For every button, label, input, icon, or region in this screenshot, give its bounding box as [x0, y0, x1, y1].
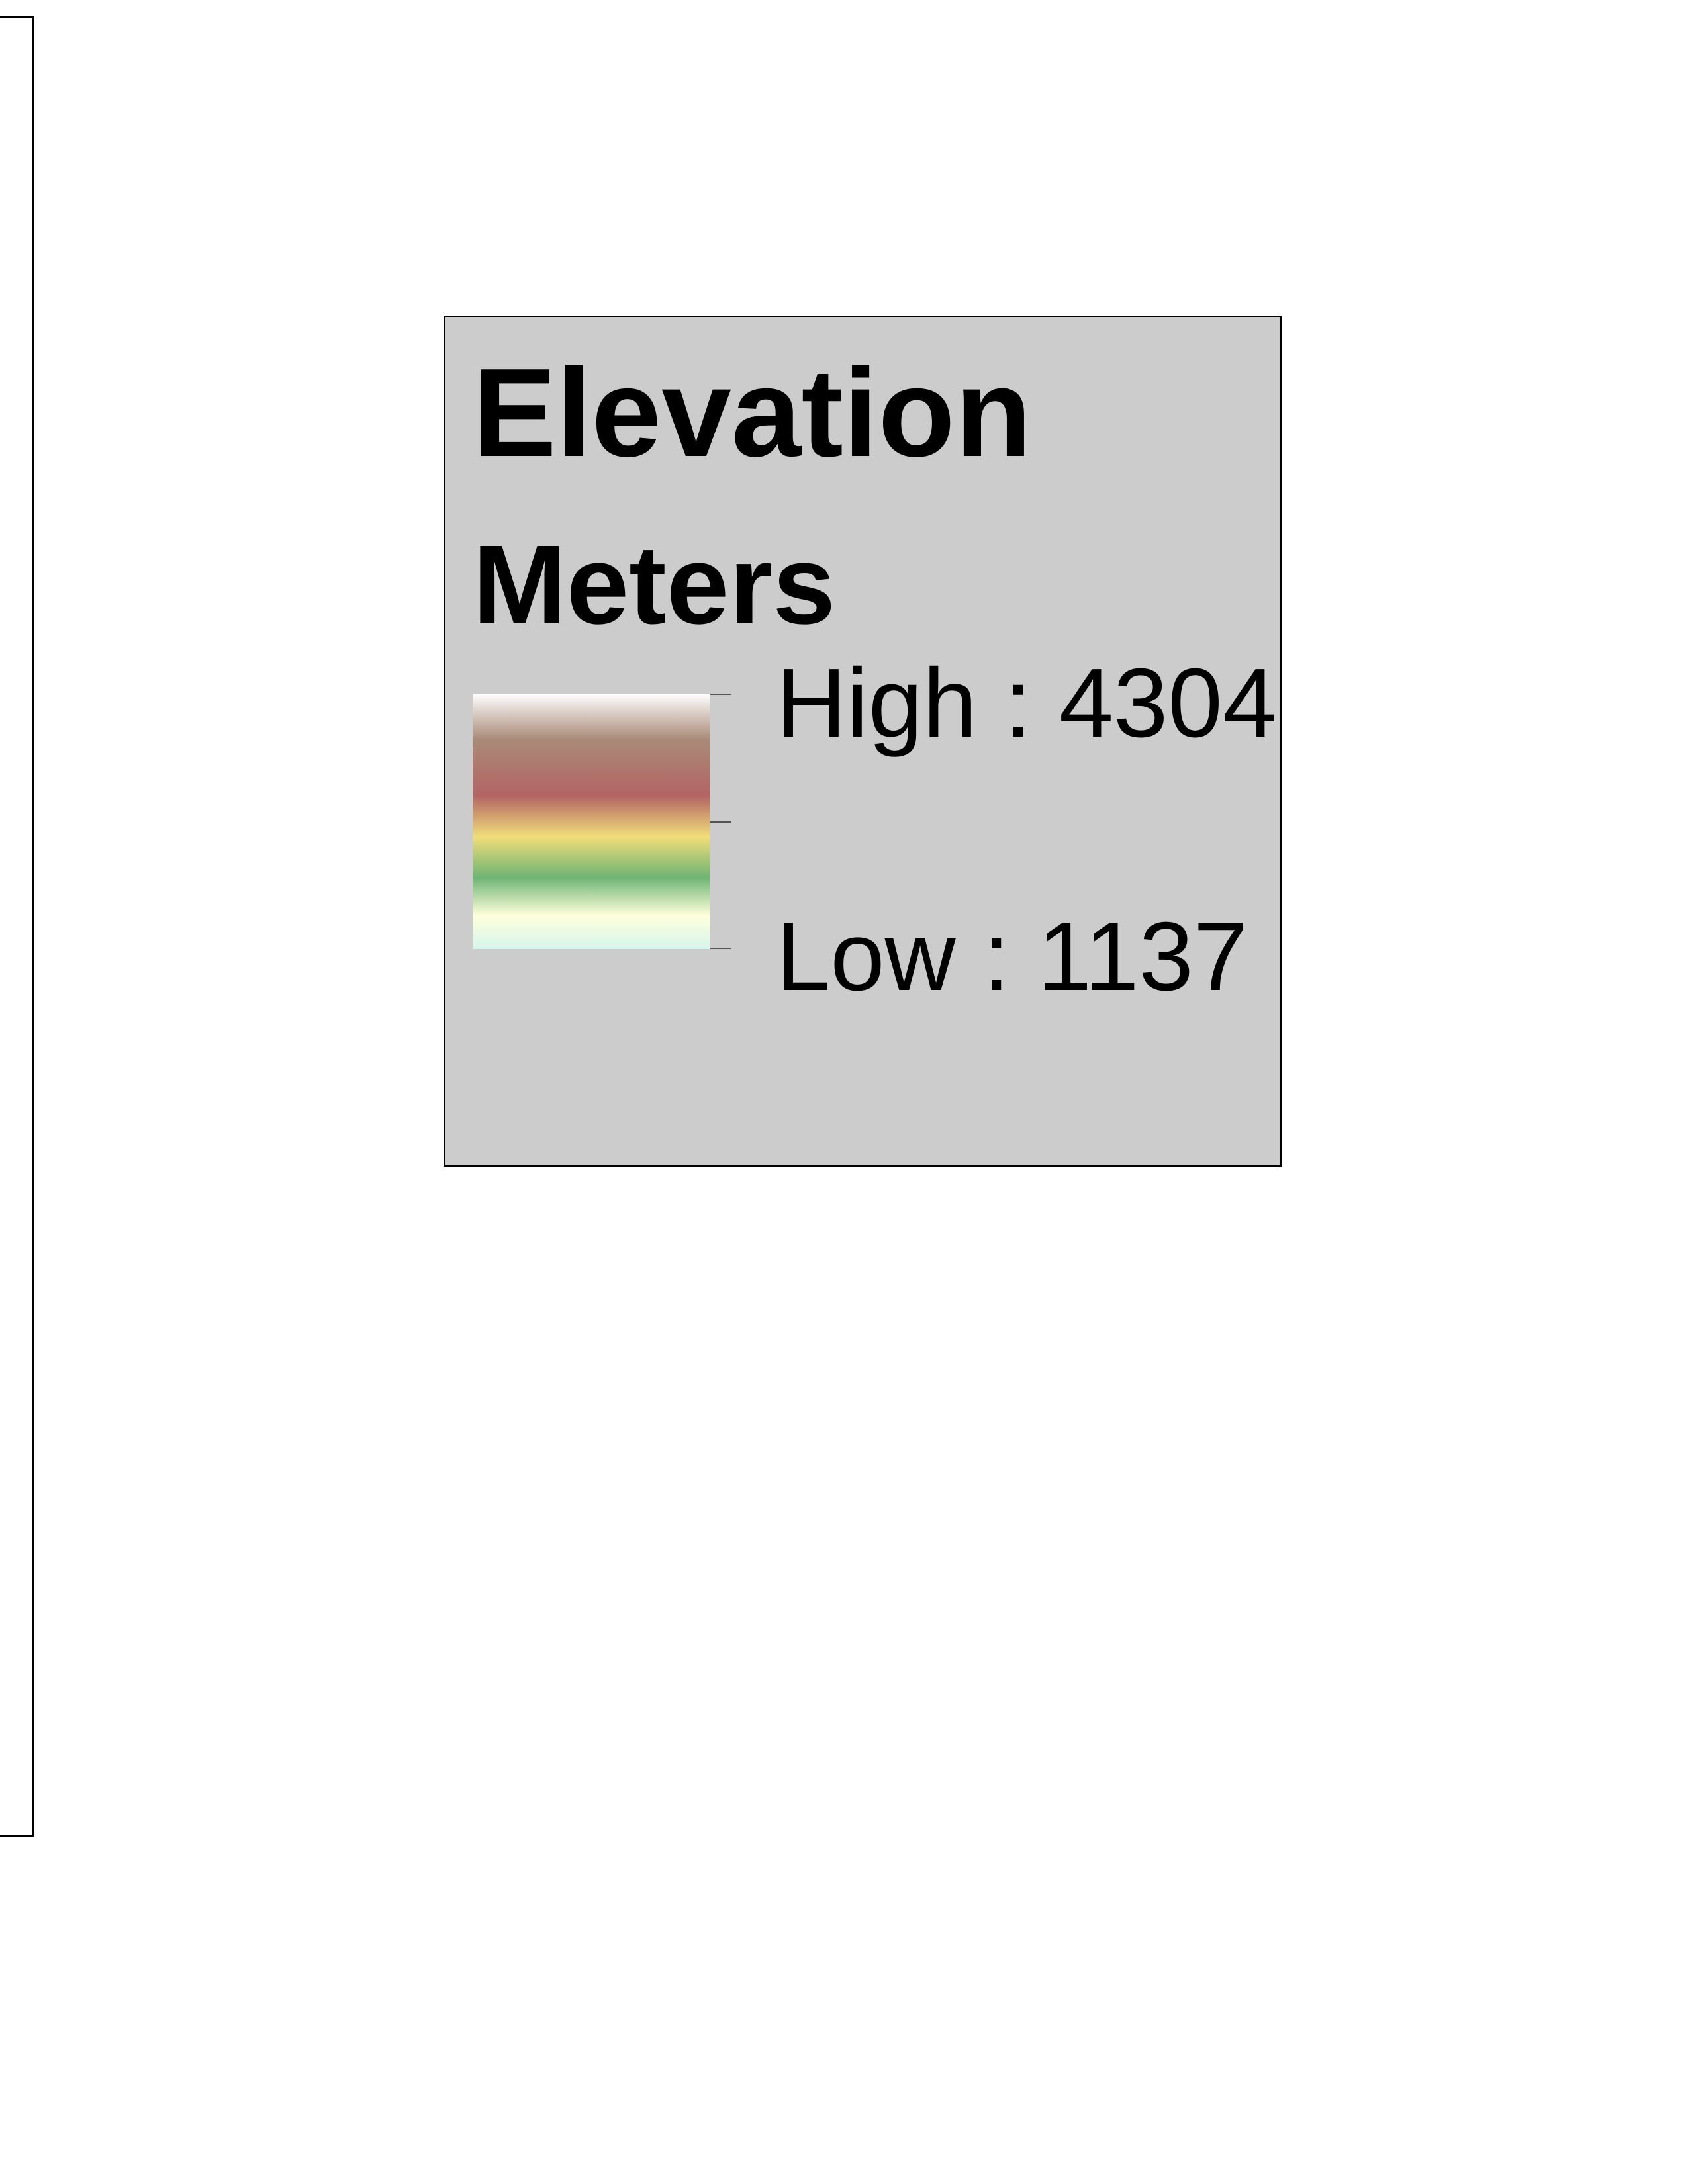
- ramp-tick-mid: [710, 821, 731, 823]
- elevation-color-ramp: [473, 694, 710, 949]
- legend-panel: Elevation Meters High : 4304 Low : 1137: [444, 316, 1282, 1167]
- low-value-label: Low : 1137: [776, 902, 1248, 1011]
- legend-title: Elevation: [473, 343, 1032, 483]
- ramp-tick-high: [710, 694, 731, 695]
- map-frame-edge: [0, 16, 34, 1837]
- legend-units: Meters: [473, 522, 836, 648]
- ramp-tick-low: [710, 948, 731, 949]
- high-value-label: High : 4304: [776, 649, 1277, 758]
